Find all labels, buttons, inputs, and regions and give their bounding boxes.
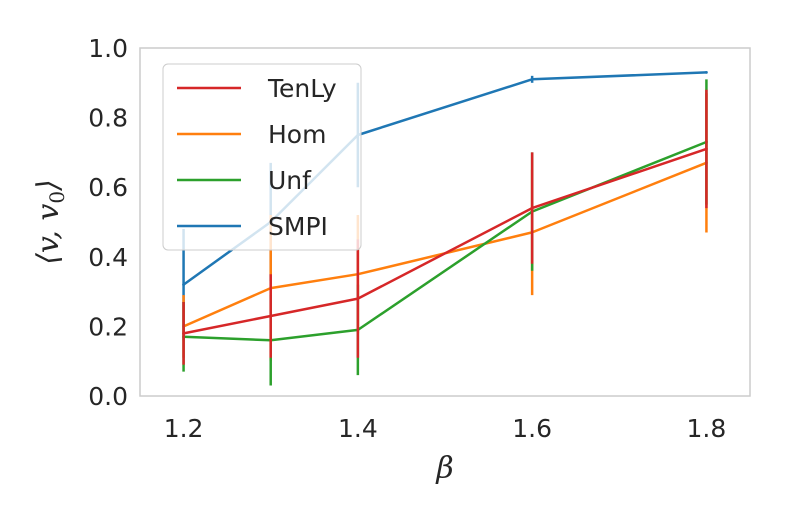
x-tick-labels: 1.2 1.4 1.6 1.8	[164, 414, 727, 443]
data-point-tenly	[269, 314, 273, 318]
y-axis-label: ⟨v, v0⟩	[31, 179, 69, 265]
y-tick-label: 1.0	[88, 34, 128, 63]
x-tick-label: 1.6	[512, 414, 552, 443]
legend-items: TenLy Hom Unf SMPI	[177, 74, 337, 241]
legend: TenLy Hom Unf SMPI	[162, 63, 362, 251]
data-point-tenly	[530, 206, 534, 210]
y-tick-label: 0.2	[88, 312, 128, 341]
legend-label-smpi: SMPI	[268, 212, 328, 241]
x-tick-label: 1.4	[338, 414, 378, 443]
x-tick-label: 1.2	[164, 414, 204, 443]
data-point-tenly	[356, 297, 360, 300]
data-point-smpi	[530, 77, 534, 81]
data-point-tenly	[705, 147, 708, 151]
data-point-smpi	[182, 283, 185, 287]
data-point-smpi	[705, 70, 708, 74]
x-axis-label: β	[435, 451, 453, 486]
y-tick-label: 0.8	[88, 104, 128, 133]
legend-label-unf: Unf	[268, 166, 312, 195]
y-tick-label: 0.6	[88, 173, 128, 202]
y-tick-labels: 0.0 0.2 0.4 0.6 0.8 1.0	[88, 34, 128, 411]
data-point-tenly	[182, 331, 185, 335]
x-tick-label: 1.8	[687, 414, 727, 443]
legend-box	[162, 63, 362, 251]
legend-label-hom: Hom	[268, 120, 326, 149]
legend-label-tenly: TenLy	[267, 74, 337, 103]
y-tick-label: 0.4	[88, 243, 128, 272]
y-tick-label: 0.0	[88, 382, 128, 411]
series-tenly	[182, 89, 708, 365]
